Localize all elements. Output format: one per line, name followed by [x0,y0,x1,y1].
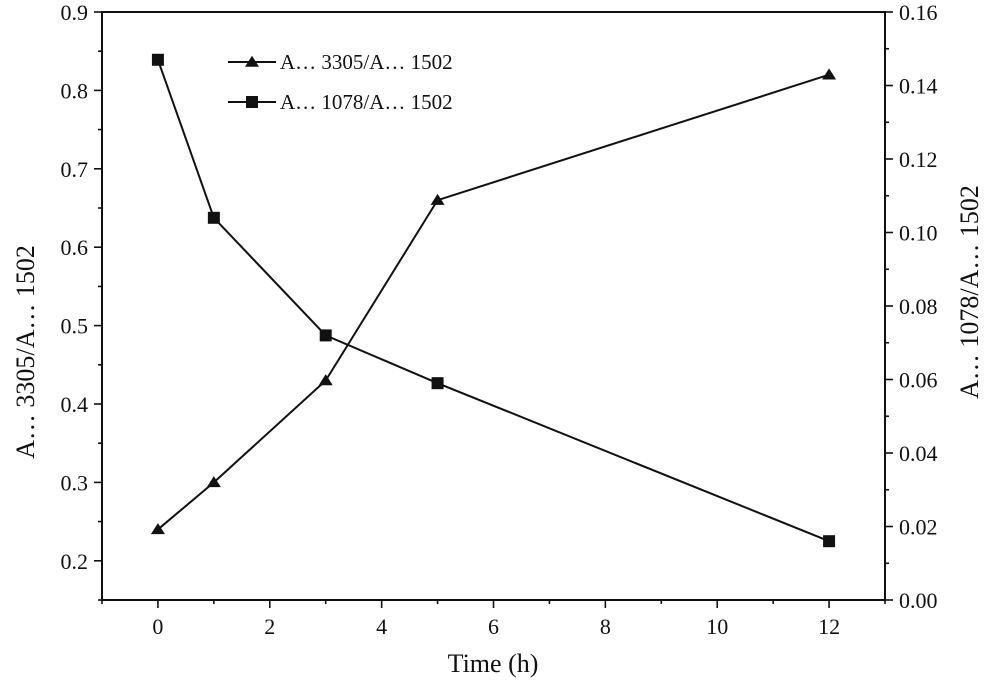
series-ratio-3305 [150,68,837,535]
x-tick-label: 0 [152,614,163,639]
triangle-point [822,68,837,80]
x-tick-label: 6 [488,614,499,639]
series-ratio-1078 [151,53,836,548]
y-left-axis-ticks: 0.2 0.3 0.4 0.5 0.6 0.7 0.8 0.9 [61,0,102,601]
y-left-tick-label: 0.6 [61,235,89,260]
x-tick-label: 12 [818,614,840,639]
square-point [319,329,332,342]
y-left-tick-label: 0.4 [61,392,89,417]
x-tick-label: 2 [264,614,275,639]
series-line [157,73,830,531]
y-right-tick-label: 0.14 [899,74,938,99]
x-axis-ticks: 0 2 4 6 8 10 12 [101,600,886,639]
y-left-tick-label: 0.8 [61,78,89,103]
x-tick-label: 4 [376,614,387,639]
y-left-tick-label: 0.2 [61,549,89,574]
legend-square-icon [246,96,258,108]
series-layer [150,53,837,548]
square-point [431,377,444,390]
triangle-point [206,476,221,488]
series-line [156,59,830,543]
legend: A… 3305/A… 1502 A… 1078/A… 1502 [228,50,453,114]
y-left-tick-label: 0.3 [61,470,89,495]
y-right-tick-label: 0.06 [899,368,938,393]
y-right-axis-ticks: 0.00 0.02 0.04 0.06 0.08 0.10 0.12 0.14 0.16 [885,0,938,613]
triangle-point [150,523,165,535]
legend-label: A… 3305/A… 1502 [280,50,453,74]
y-left-axis-title: A… 3305/A… 1502 [11,245,40,459]
plot-frame [101,11,886,601]
y-right-tick-label: 0.16 [899,0,938,25]
x-tick-label: 8 [600,614,611,639]
triangle-point [318,374,333,386]
y-left-tick-label: 0.9 [61,0,89,25]
square-point [823,535,836,548]
square-point [151,53,164,66]
y-left-tick-label: 0.7 [61,157,89,182]
y-right-tick-label: 0.04 [899,441,938,466]
x-tick-label: 10 [706,614,728,639]
y-right-tick-label: 0.10 [899,221,938,246]
y-right-tick-label: 0.00 [899,588,938,613]
legend-triangle-icon [245,55,259,67]
triangle-point [430,193,445,205]
y-right-tick-label: 0.12 [899,147,938,172]
y-right-tick-label: 0.08 [899,294,938,319]
y-right-tick-label: 0.02 [899,515,938,540]
x-axis-title: Time (h) [448,649,539,678]
legend-label: A… 1078/A… 1502 [280,90,453,114]
y-right-axis-title: A… 1078/A… 1502 [955,185,984,399]
square-point [207,211,220,224]
y-left-tick-label: 0.5 [61,314,89,339]
